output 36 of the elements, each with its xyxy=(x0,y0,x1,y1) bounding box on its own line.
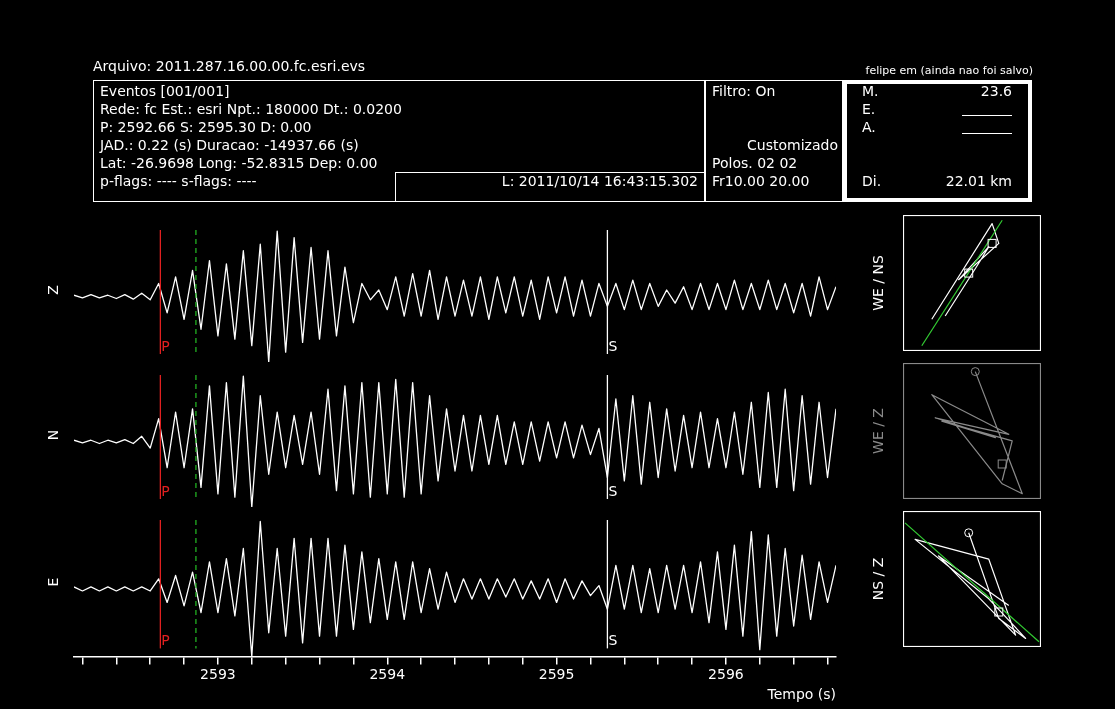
text: WE / NS xyxy=(870,255,886,311)
text: Customizado xyxy=(747,136,838,154)
text: Di. xyxy=(862,172,882,190)
text: A. xyxy=(862,118,876,136)
x-axis-title: Tempo (s) xyxy=(766,686,836,703)
x-tick-label: 2595 xyxy=(538,666,575,683)
text: JAD.: 0.22 (s) Duracao: -14937.66 (s) xyxy=(100,136,359,154)
text: Rede: fc Est.: esri Npt.: 180000 Dt.: 0.0200 xyxy=(100,100,402,118)
text: P xyxy=(161,337,170,354)
text: 23.6 xyxy=(980,82,1012,100)
x-tick-label: 2594 xyxy=(369,666,406,683)
x-tick-label: 2596 xyxy=(708,666,744,683)
ref-line-label: S xyxy=(608,632,618,649)
text: WE / Z xyxy=(870,408,886,454)
text: Polos. 02 02 xyxy=(712,154,798,172)
text: Eventos [001/001] xyxy=(100,82,230,100)
x-tick-label: 2593 xyxy=(200,666,236,683)
y-axis-title: E xyxy=(44,577,61,587)
text: p-flags: ---- s-flags: ---- xyxy=(100,172,257,190)
text: NS / Z xyxy=(870,557,886,601)
y-axis-title: N xyxy=(44,429,61,441)
text: Filtro: On xyxy=(712,82,776,100)
text: M. xyxy=(862,82,879,100)
ref-line-label: P xyxy=(161,632,170,649)
text: P xyxy=(161,482,170,499)
text: P: 2592.66 S: 2595.30 D: 0.00 xyxy=(100,118,312,136)
text: S xyxy=(608,337,618,354)
text: Lat: -26.9698 Long: -52.8315 Dep: 0.00 xyxy=(100,154,378,172)
text: E. xyxy=(862,100,876,118)
text: Fr10.00 20.00 xyxy=(712,172,810,190)
text: 22.01 km xyxy=(945,172,1012,190)
text: L: 2011/10/14 16:43:15.302 xyxy=(501,172,698,190)
text: felipe em (ainda nao foi salvo) xyxy=(865,63,1033,79)
y-axis-title: Z xyxy=(44,285,61,295)
text: S xyxy=(608,482,618,499)
text: Arquivo: 2011.287.16.00.00.fc.esri.evs xyxy=(93,58,366,74)
